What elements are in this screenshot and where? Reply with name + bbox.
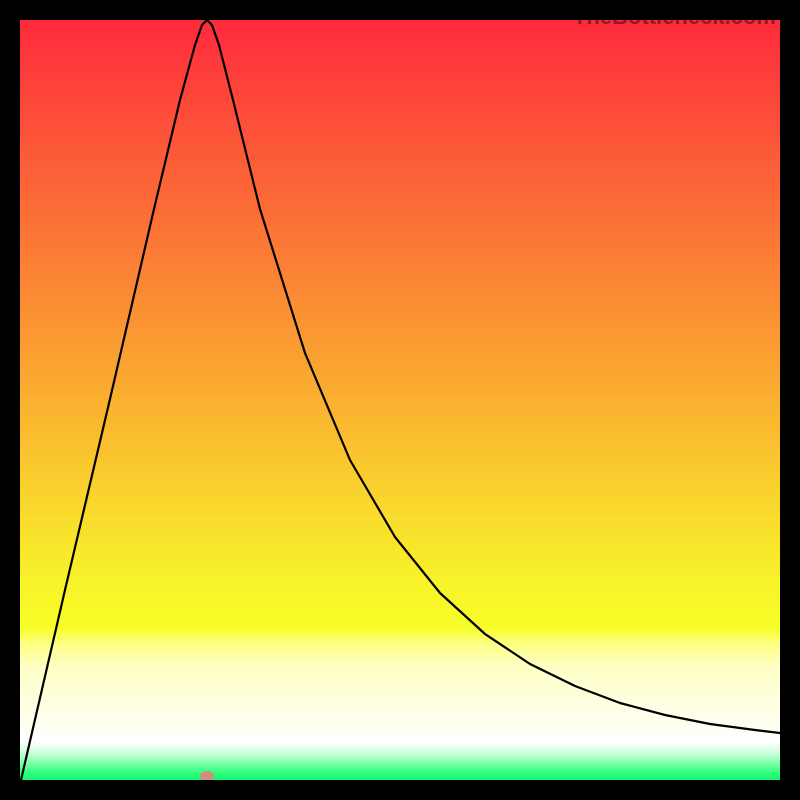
- plot-area: [20, 20, 780, 780]
- chart-svg: [20, 20, 780, 780]
- gradient-background: [20, 20, 780, 780]
- watermark-text: TheBottleneck.com: [573, 4, 776, 30]
